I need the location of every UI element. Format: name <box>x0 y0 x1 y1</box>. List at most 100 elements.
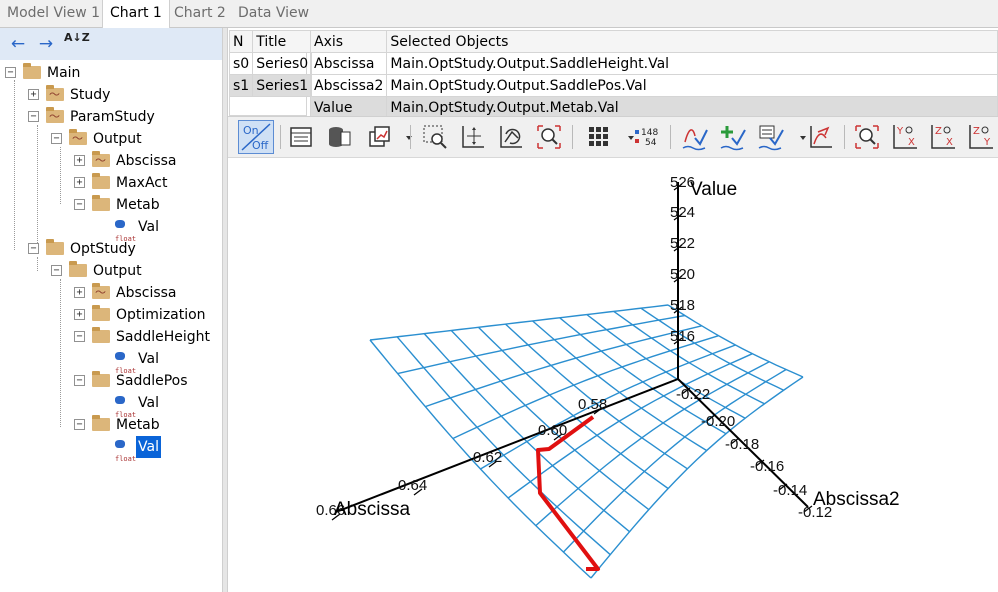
tree-node-metab[interactable]: − Metab <box>0 194 222 216</box>
data-source-icon[interactable] <box>324 122 354 152</box>
tick-mark <box>593 407 603 415</box>
collapse-icon[interactable]: − <box>74 331 85 342</box>
tick-label: -0.22 <box>676 386 710 403</box>
tree-node-label: Val <box>136 436 161 458</box>
table-row-selected[interactable]: Value Main.OptStudy.Output.Metab.Val <box>309 96 998 119</box>
zoom-all-icon[interactable] <box>852 122 882 152</box>
chevron-down-icon[interactable] <box>788 122 806 152</box>
tab-model-view-1[interactable]: Model View 1 <box>7 5 101 21</box>
zoom-region-icon[interactable] <box>420 122 450 152</box>
tick-mark <box>673 306 683 314</box>
tree-node-label: SaddlePos <box>116 373 188 389</box>
surface-line <box>590 376 804 579</box>
rotate-icon[interactable] <box>496 122 526 152</box>
tree-node-optstudy[interactable]: − OptStudy <box>0 238 222 260</box>
series-properties-icon[interactable] <box>756 122 786 152</box>
chart-folder-icon <box>46 106 64 128</box>
export-chart-icon[interactable] <box>364 122 394 152</box>
properties-icon[interactable] <box>286 122 316 152</box>
tab-data-view[interactable]: Data View <box>238 5 310 21</box>
tree-node-optimization[interactable]: + Optimization <box>0 304 222 326</box>
add-series-icon[interactable] <box>718 122 748 152</box>
tree-node-label: ParamStudy <box>70 109 155 125</box>
tree-node-main[interactable]: − Main <box>0 62 222 84</box>
tree-node-maxact[interactable]: + MaxAct <box>0 172 222 194</box>
collapse-icon[interactable]: − <box>74 419 85 430</box>
tree-node-abscissa[interactable]: + Abscissa <box>0 282 222 304</box>
tree-node-val[interactable]: float Val <box>0 348 222 375</box>
chevron-down-icon[interactable] <box>616 122 634 152</box>
surface-line <box>477 326 669 490</box>
trend-icon[interactable] <box>806 122 836 152</box>
tree-node-paramstudy[interactable]: − ParamStudy <box>0 106 222 128</box>
expand-icon[interactable]: + <box>74 309 85 320</box>
table-row[interactable]: Abscissa2 Main.OptStudy.Output.SaddlePos… <box>309 74 998 97</box>
table-cell: s0 <box>228 52 254 75</box>
chevron-down-icon[interactable] <box>394 122 412 152</box>
table-row[interactable]: Abscissa Main.OptStudy.Output.SaddleHeig… <box>309 52 998 75</box>
table-cell: Main.OptStudy.Output.SaddlePos.Val <box>386 74 998 97</box>
tree-node-val-selected[interactable]: float Val <box>0 436 222 463</box>
svg-text:54: 54 <box>645 138 657 148</box>
link-series-icon[interactable] <box>680 122 710 152</box>
table-row[interactable]: s0 Series0 <box>228 52 313 75</box>
forward-arrow-icon[interactable]: → <box>38 34 54 54</box>
tree-connector <box>14 80 15 250</box>
tick-mark <box>673 183 683 191</box>
collapse-icon[interactable]: − <box>28 243 39 254</box>
tree-node-output[interactable]: − Output <box>0 260 222 282</box>
column-header-selected-objects[interactable]: Selected Objects <box>386 30 998 53</box>
folder-icon <box>92 415 110 431</box>
table-row-selected[interactable]: s1 Series1 <box>228 74 313 97</box>
column-header-title[interactable]: Title <box>252 30 313 53</box>
expand-icon[interactable]: + <box>74 287 85 298</box>
chart-axes <box>335 182 809 513</box>
tree-node-output[interactable]: − Output <box>0 128 222 150</box>
tab-chart-1[interactable]: Chart 1 <box>102 0 170 28</box>
tree-node-val[interactable]: float Val <box>0 392 222 419</box>
tick-label: 0.64 <box>398 477 427 494</box>
tree-node-val[interactable]: float Val <box>0 216 222 243</box>
surface-line <box>423 333 630 533</box>
collapse-icon[interactable]: − <box>28 111 39 122</box>
tree-node-abscissa[interactable]: + Abscissa <box>0 150 222 172</box>
back-arrow-icon[interactable]: ← <box>10 34 26 54</box>
zoom-icon[interactable] <box>534 122 564 152</box>
tab-chart-2[interactable]: Chart 2 <box>174 5 226 21</box>
sort-az-icon[interactable]: A↓Z <box>64 31 90 44</box>
tick-mark <box>706 414 716 422</box>
expand-icon[interactable]: + <box>28 89 39 100</box>
collapse-icon[interactable]: − <box>74 375 85 386</box>
on-off-toggle[interactable]: On Off <box>238 120 274 154</box>
collapse-icon[interactable]: − <box>74 199 85 210</box>
panel-splitter[interactable] <box>222 28 228 592</box>
collapse-icon[interactable]: − <box>5 67 16 78</box>
toolbar-separator <box>844 125 845 149</box>
tick-mark <box>413 488 423 496</box>
pan-icon[interactable] <box>458 122 488 152</box>
tree-node-saddleheight[interactable]: − SaddleHeight <box>0 326 222 348</box>
tick-mark <box>673 213 683 221</box>
tick-mark <box>488 460 498 468</box>
collapse-icon[interactable]: − <box>51 133 62 144</box>
column-header-axis[interactable]: Axis <box>309 30 388 53</box>
column-header-n[interactable]: N <box>228 30 254 53</box>
tree-node-saddlepos[interactable]: − SaddlePos <box>0 370 222 392</box>
folder-icon <box>46 239 64 255</box>
tick-label: -0.12 <box>798 504 832 521</box>
chart-3d-plot[interactable]: 526 524 522 520 518 516 0.58 0.60 0.62 0.64 0.66 -0… <box>228 157 998 592</box>
expand-icon[interactable]: + <box>74 155 85 166</box>
expand-icon[interactable]: + <box>74 177 85 188</box>
point-counter-icon[interactable]: 148 54 <box>632 122 666 152</box>
grid-icon[interactable] <box>584 122 614 152</box>
folder-icon <box>23 63 41 79</box>
collapse-icon[interactable]: − <box>51 265 62 276</box>
table-cell: Abscissa2 <box>309 74 388 97</box>
folder-icon <box>92 371 110 387</box>
tree-node-metab[interactable]: − Metab <box>0 414 222 436</box>
tree-node-study[interactable]: + Study <box>0 84 222 106</box>
toolbar-separator <box>572 125 573 149</box>
